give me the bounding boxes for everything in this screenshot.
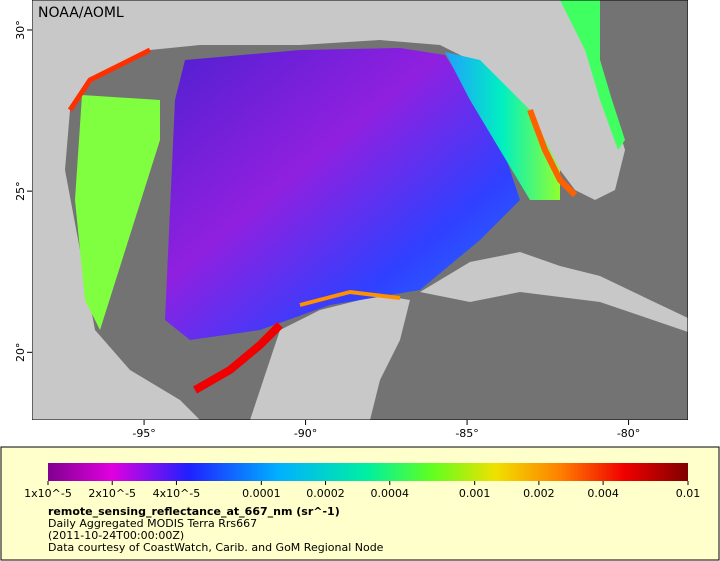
colorbar-tick-label: 0.0004 [371,487,410,500]
data-swath [560,0,625,150]
y-tick-label: 25° [14,181,27,201]
credit: NOAA/AOML [38,5,124,21]
x-tick-label: -85° [455,427,478,440]
colorbar-tick-label: 0.0001 [242,487,281,500]
legend-line: (2011-10-24T00:00:00Z) [48,529,184,542]
x-tick-label: -90° [294,427,317,440]
colorbar-tick-label: 0.01 [676,487,701,500]
x-tick-label: -80° [617,427,640,440]
map: NOAA/AOML [32,0,688,420]
legend-title: remote_sensing_reflectance_at_667_nm (sr… [48,505,340,518]
legend-line: Daily Aggregated MODIS Terra Rrs667 [48,517,257,530]
colorbar-tick-label: 0.004 [587,487,619,500]
colorbar-tick-label: 0.002 [523,487,555,500]
land [420,252,688,332]
data-swath [165,48,520,340]
data-swath [445,52,560,200]
y-tick-label: 20° [14,343,27,363]
land [32,0,625,420]
coastal-signal [193,322,283,394]
colorbar [48,463,688,481]
legend-line: Data courtesy of CoastWatch, Carib. and … [48,541,384,554]
x-tick-label: -95° [132,427,155,440]
colorbar-tick-label: 4x10^-5 [153,487,201,500]
data-swath [75,95,160,330]
coastal-signal [527,108,578,198]
coastal-signal [67,47,152,112]
colorbar-tick-label: 1x10^-5 [24,487,72,500]
y-tick-label: 30° [14,20,27,39]
colorbar-tick-label: 0.0002 [306,487,345,500]
colorbar-tick-label: 0.001 [459,487,491,500]
coastal-signal [299,289,401,307]
land [250,295,410,420]
colorbar-tick-label: 2x10^-5 [88,487,136,500]
